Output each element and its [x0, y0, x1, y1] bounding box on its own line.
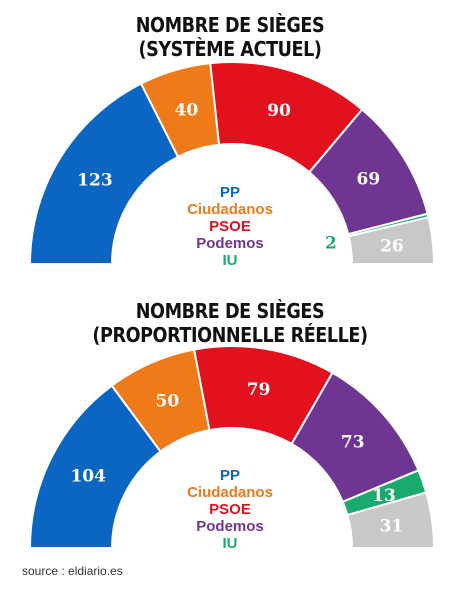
segment-ciudadanos — [110, 348, 211, 453]
legend-psoe: PSOE — [209, 501, 251, 518]
label-podemos: 69 — [356, 169, 380, 189]
chart2-title-line1: NOMBRE DE SIÈGES — [135, 299, 325, 323]
label-psoe: 79 — [247, 380, 271, 400]
label-psoe: 90 — [267, 101, 291, 121]
legend-ciudadanos: Ciudadanos — [187, 484, 273, 501]
segment-iu — [341, 468, 428, 517]
segment-podemos — [290, 371, 420, 504]
legend-podemos: Podemos — [196, 235, 264, 252]
legend-ciudadanos: Ciudadanos — [187, 201, 273, 218]
label-iu: 13 — [372, 486, 396, 506]
segment-psoe — [192, 345, 334, 446]
label-autres: 26 — [380, 236, 404, 256]
label-pp: 123 — [77, 171, 113, 191]
chart2-legend: PP Ciudadanos PSOE Podemos IU — [150, 467, 310, 552]
chart1-legend: PP Ciudadanos PSOE Podemos IU — [150, 184, 310, 269]
source-note: source : eldiario.es — [22, 564, 123, 578]
legend-iu: IU — [222, 535, 238, 552]
legend-podemos: Podemos — [196, 518, 264, 535]
segment-pp — [28, 384, 162, 549]
label-ciudadanos: 40 — [175, 101, 199, 121]
label-podemos: 73 — [341, 433, 365, 453]
legend-pp: PP — [219, 184, 240, 201]
label-ciudadanos: 50 — [156, 392, 180, 412]
legend-psoe: PSOE — [209, 218, 251, 235]
label-pp: 104 — [70, 467, 106, 487]
label-autres: 31 — [380, 517, 404, 537]
segment-autres — [346, 491, 436, 549]
segment-autres — [347, 216, 436, 265]
legend-pp: PP — [219, 467, 240, 484]
label-iu: 2 — [325, 234, 337, 254]
chart1-title-line2: (SYSTÈME ACTUEL) — [138, 37, 322, 61]
legend-iu: IU — [222, 252, 238, 269]
chart1-title-line1: NOMBRE DE SIÈGES — [135, 13, 325, 37]
seats-chart-current: 123 40 90 69 2 26 — [28, 61, 436, 265]
chart2-title-line2: (PROPORTIONNELLE RÉELLE) — [92, 323, 368, 347]
